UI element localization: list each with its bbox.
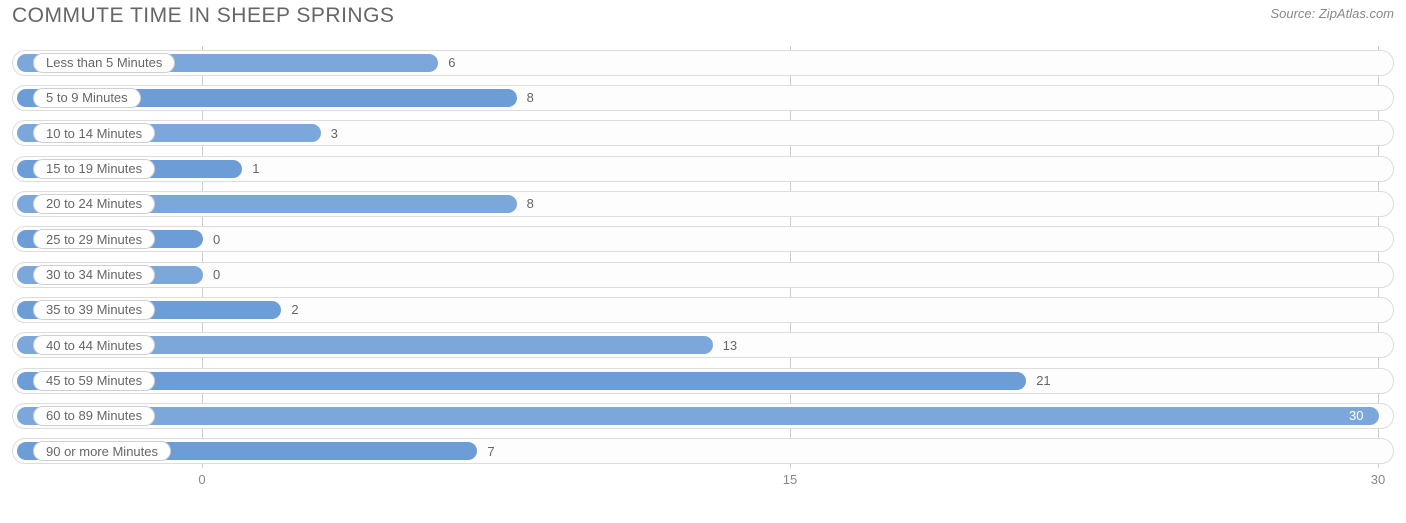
bar-track: 10 to 14 Minutes 3 (12, 120, 1394, 146)
value-label: 0 (213, 263, 220, 287)
category-label: 5 to 9 Minutes (33, 88, 141, 108)
bar-track: 15 to 19 Minutes 1 (12, 156, 1394, 182)
bar-track: 45 to 59 Minutes 21 (12, 368, 1394, 394)
bar-track: Less than 5 Minutes 6 (12, 50, 1394, 76)
plot: Less than 5 Minutes 6 5 to 9 Minutes 8 10 to… (12, 46, 1394, 490)
header: COMMUTE TIME IN SHEEP SPRINGS Source: Zi… (0, 0, 1406, 30)
value-label: 8 (527, 86, 534, 110)
value-label: 3 (331, 121, 338, 145)
bar-rows: Less than 5 Minutes 6 5 to 9 Minutes 8 10 to… (12, 46, 1394, 468)
value-label: 21 (1036, 369, 1050, 393)
bar-track: 35 to 39 Minutes 2 (12, 297, 1394, 323)
category-label: 15 to 19 Minutes (33, 159, 155, 179)
x-tick-label: 15 (783, 472, 797, 487)
value-label: 13 (723, 333, 737, 357)
category-label: 20 to 24 Minutes (33, 194, 155, 214)
category-label: 60 to 89 Minutes (33, 406, 155, 426)
x-tick-label: 0 (198, 472, 205, 487)
x-axis: 0 15 30 (12, 468, 1394, 490)
category-label: 30 to 34 Minutes (33, 265, 155, 285)
bar-track: 90 or more Minutes 7 (12, 438, 1394, 464)
value-label: 30 (1349, 404, 1363, 428)
source-attribution: Source: ZipAtlas.com (1270, 4, 1394, 21)
category-label: 10 to 14 Minutes (33, 123, 155, 143)
bar-track: 25 to 29 Minutes 0 (12, 226, 1394, 252)
chart-area: Less than 5 Minutes 6 5 to 9 Minutes 8 10 to… (0, 30, 1406, 490)
bar-track: 5 to 9 Minutes 8 (12, 85, 1394, 111)
value-label: 6 (448, 51, 455, 75)
category-label: 40 to 44 Minutes (33, 335, 155, 355)
category-label: 25 to 29 Minutes (33, 229, 155, 249)
bar-track: 20 to 24 Minutes 8 (12, 191, 1394, 217)
category-label: Less than 5 Minutes (33, 53, 175, 73)
value-label: 1 (252, 157, 259, 181)
bar (17, 407, 1379, 425)
chart-title: COMMUTE TIME IN SHEEP SPRINGS (12, 4, 394, 28)
bar-track: 30 to 34 Minutes 0 (12, 262, 1394, 288)
value-label: 7 (487, 439, 494, 463)
category-label: 45 to 59 Minutes (33, 371, 155, 391)
bar-track: 60 to 89 Minutes 30 (12, 403, 1394, 429)
value-label: 2 (291, 298, 298, 322)
bar (17, 372, 1026, 390)
value-label: 0 (213, 227, 220, 251)
bar-track: 40 to 44 Minutes 13 (12, 332, 1394, 358)
category-label: 90 or more Minutes (33, 441, 171, 461)
x-tick-label: 30 (1371, 472, 1385, 487)
value-label: 8 (527, 192, 534, 216)
category-label: 35 to 39 Minutes (33, 300, 155, 320)
